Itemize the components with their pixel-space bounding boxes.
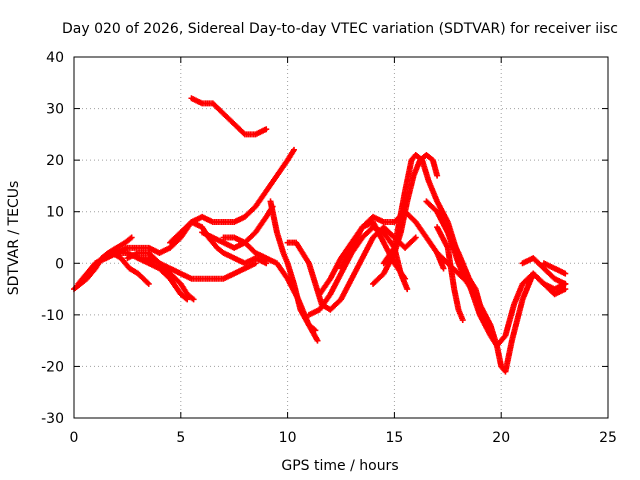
data-point <box>252 260 259 267</box>
series-trace-22 <box>519 255 569 287</box>
x-tick-label: 20 <box>492 430 510 446</box>
data-points <box>71 95 569 375</box>
x-tick-label: 0 <box>70 430 79 446</box>
series-trace-12 <box>284 224 419 313</box>
data-point <box>190 296 197 303</box>
y-tick-label: -10 <box>41 308 64 324</box>
plot-border <box>73 56 609 419</box>
series-trace-23 <box>540 260 569 277</box>
y-tick-label: 10 <box>46 205 64 221</box>
series-trace-14 <box>316 219 409 298</box>
series-trace-5 <box>124 249 197 303</box>
y-tick-label: 40 <box>46 50 64 66</box>
data-point <box>184 296 191 303</box>
axis-ticks: 0 5 10 15 20 25 -30 -20 -10 0 10 20 30 40 <box>41 50 617 446</box>
data-point <box>440 265 447 272</box>
data-point <box>263 260 270 267</box>
data-point <box>402 275 409 282</box>
data-point <box>128 234 135 241</box>
y-tick-label: 30 <box>46 102 64 118</box>
data-point <box>562 270 569 277</box>
series-trace-11 <box>267 198 319 334</box>
y-tick-label: -30 <box>41 411 64 427</box>
x-tick-label: 5 <box>176 430 185 446</box>
y-tick-label: -20 <box>41 359 64 375</box>
data-point <box>411 235 418 242</box>
data-point <box>562 286 569 293</box>
data-point <box>459 317 466 324</box>
data-point <box>145 280 152 287</box>
x-tick-label: 25 <box>599 430 617 446</box>
y-tick-label: 20 <box>46 153 64 169</box>
data-point <box>434 172 441 179</box>
x-tick-label: 10 <box>279 430 297 446</box>
series-trace-6 <box>135 255 191 303</box>
data-point <box>144 279 151 286</box>
chart-title: Day 020 of 2026, Sidereal Day-to-day VTE… <box>62 21 618 37</box>
data-point <box>314 337 321 344</box>
series-trace-8 <box>188 95 270 138</box>
data-point <box>412 234 419 241</box>
y-axis-label: SDTVAR / TECUs <box>6 181 22 296</box>
data-point <box>312 327 319 334</box>
data-point <box>468 286 475 293</box>
y-tick-label: 0 <box>55 256 64 272</box>
data-point <box>240 130 247 137</box>
data-point <box>562 280 569 287</box>
data-point <box>263 126 270 133</box>
x-tick-label: 15 <box>385 430 403 446</box>
series-trace-20 <box>434 224 466 324</box>
data-point <box>291 146 298 153</box>
x-axis-label: GPS time / hours <box>281 458 398 474</box>
series-trace-3 <box>81 249 259 282</box>
data-point <box>404 286 411 293</box>
series-trace-21 <box>434 208 475 293</box>
